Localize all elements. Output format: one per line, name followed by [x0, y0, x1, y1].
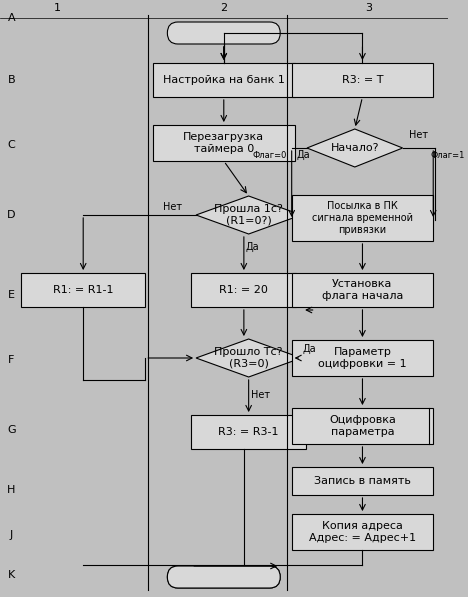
Text: R1: = R1-1: R1: = R1-1: [53, 285, 113, 295]
Text: F: F: [8, 355, 15, 365]
FancyBboxPatch shape: [168, 566, 280, 588]
Text: Нет: Нет: [162, 202, 182, 212]
Text: A: A: [7, 13, 15, 23]
Text: Нет: Нет: [250, 390, 270, 400]
FancyBboxPatch shape: [191, 415, 306, 449]
Text: Запись в память: Запись в память: [314, 476, 411, 486]
Text: Флаг=0: Флаг=0: [253, 150, 287, 159]
FancyBboxPatch shape: [191, 273, 296, 307]
Text: Нет: Нет: [410, 130, 428, 140]
Text: Прошла 1с?
(R1=0?): Прошла 1с? (R1=0?): [214, 204, 283, 226]
Text: R3: = R3-1: R3: = R3-1: [219, 427, 279, 437]
Text: E: E: [8, 290, 15, 300]
FancyBboxPatch shape: [292, 340, 433, 376]
Text: R1: = 20: R1: = 20: [219, 285, 268, 295]
Text: K: K: [8, 570, 15, 580]
Text: Посылка в ПК
сигнала временной
привязки: Посылка в ПК сигнала временной привязки: [312, 201, 413, 235]
FancyBboxPatch shape: [292, 195, 433, 241]
FancyBboxPatch shape: [21, 273, 146, 307]
Text: C: C: [7, 140, 15, 150]
FancyBboxPatch shape: [168, 566, 280, 588]
Text: B: B: [7, 75, 15, 85]
Text: Перезагрузка
таймера 0: Перезагрузка таймера 0: [183, 132, 264, 154]
FancyBboxPatch shape: [292, 467, 433, 495]
Text: Да: Да: [302, 344, 316, 354]
Text: J: J: [10, 530, 13, 540]
Polygon shape: [196, 196, 301, 234]
Text: Начало?: Начало?: [330, 143, 379, 153]
Polygon shape: [307, 129, 402, 167]
FancyBboxPatch shape: [292, 514, 433, 550]
Text: H: H: [7, 485, 15, 495]
Text: Оцифровка
параметра: Оцифровка параметра: [329, 415, 396, 437]
FancyBboxPatch shape: [292, 408, 433, 444]
Text: Да: Да: [296, 150, 310, 160]
Text: Параметр
оцифровки = 1: Параметр оцифровки = 1: [318, 347, 407, 369]
Text: R3: = T: R3: = T: [342, 75, 383, 85]
Text: 2: 2: [220, 3, 227, 13]
FancyBboxPatch shape: [168, 22, 280, 44]
Text: Настройка на банк 1: Настройка на банк 1: [163, 75, 285, 85]
Text: G: G: [7, 425, 16, 435]
FancyBboxPatch shape: [153, 63, 294, 97]
Text: 3: 3: [365, 3, 372, 13]
Polygon shape: [196, 339, 301, 377]
FancyBboxPatch shape: [292, 63, 433, 97]
FancyBboxPatch shape: [292, 273, 433, 307]
Text: Копия адреса
Адрес: = Адрес+1: Копия адреса Адрес: = Адрес+1: [309, 521, 416, 543]
Text: Установка
флага начала: Установка флага начала: [322, 279, 403, 301]
Text: Да: Да: [246, 242, 259, 252]
FancyBboxPatch shape: [153, 125, 294, 161]
Text: Флаг=1: Флаг=1: [431, 151, 465, 160]
Text: 1: 1: [54, 3, 61, 13]
Text: Прошло Тс?
(R3=0): Прошло Тс? (R3=0): [214, 347, 283, 369]
Text: D: D: [7, 210, 16, 220]
